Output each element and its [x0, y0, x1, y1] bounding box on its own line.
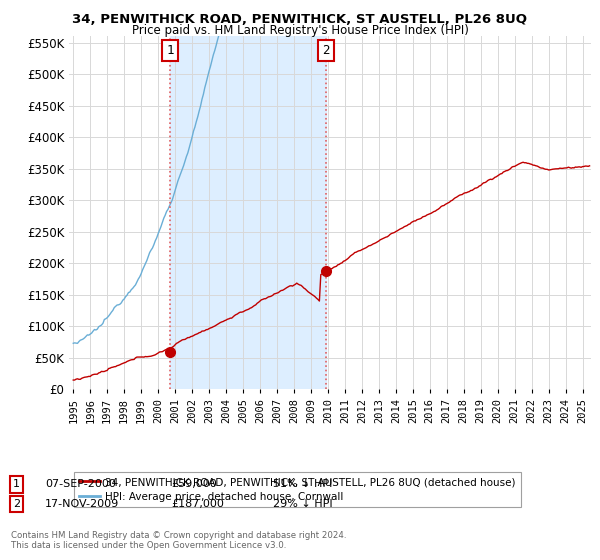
Text: Contains HM Land Registry data © Crown copyright and database right 2024.
This d: Contains HM Land Registry data © Crown c… — [11, 530, 346, 550]
Text: 29% ↓ HPI: 29% ↓ HPI — [273, 499, 332, 509]
Text: Price paid vs. HM Land Registry's House Price Index (HPI): Price paid vs. HM Land Registry's House … — [131, 24, 469, 37]
Text: £59,000: £59,000 — [171, 479, 217, 489]
Text: 1: 1 — [166, 44, 173, 57]
Legend: 34, PENWITHICK ROAD, PENWITHICK, ST AUSTELL, PL26 8UQ (detached house), HPI: Ave: 34, PENWITHICK ROAD, PENWITHICK, ST AUST… — [74, 472, 521, 507]
Text: 34, PENWITHICK ROAD, PENWITHICK, ST AUSTELL, PL26 8UQ: 34, PENWITHICK ROAD, PENWITHICK, ST AUST… — [73, 13, 527, 26]
Text: 2: 2 — [322, 44, 329, 57]
Bar — [170, 36, 326, 389]
Text: 1: 1 — [13, 479, 20, 489]
Text: £187,000: £187,000 — [171, 499, 224, 509]
Text: 07-SEP-2000: 07-SEP-2000 — [45, 479, 116, 489]
Text: 51% ↓ HPI: 51% ↓ HPI — [273, 479, 332, 489]
Text: 17-NOV-2009: 17-NOV-2009 — [45, 499, 119, 509]
Text: 2: 2 — [13, 499, 20, 509]
